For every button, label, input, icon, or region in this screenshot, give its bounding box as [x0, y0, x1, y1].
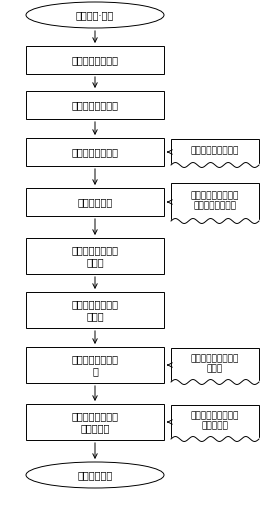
- FancyBboxPatch shape: [171, 139, 259, 165]
- Text: 设备运行数据采集: 设备运行数据采集: [72, 100, 118, 110]
- FancyBboxPatch shape: [26, 238, 164, 274]
- FancyBboxPatch shape: [26, 404, 164, 440]
- Text: 设备基础信息识别: 设备基础信息识别: [72, 55, 118, 65]
- Ellipse shape: [26, 2, 164, 28]
- Text: 设备效率计算公式库: 设备效率计算公式库: [191, 147, 239, 155]
- Text: 节能监察·对标: 节能监察·对标: [76, 10, 114, 20]
- FancyBboxPatch shape: [26, 91, 164, 119]
- FancyBboxPatch shape: [26, 292, 164, 328]
- FancyBboxPatch shape: [171, 183, 259, 221]
- Text: 生成监察报告: 生成监察报告: [77, 470, 113, 480]
- Text: 数字化产品及工序单
耗限额标准: 数字化产品及工序单 耗限额标准: [191, 411, 239, 431]
- Text: 产品及工序工序信
息收集: 产品及工序工序信 息收集: [72, 245, 118, 267]
- Text: 设备能效对标: 设备能效对标: [77, 197, 113, 207]
- Text: 产品单耗及工序单
耗限额对标: 产品单耗及工序单 耗限额对标: [72, 411, 118, 433]
- FancyBboxPatch shape: [26, 347, 164, 383]
- FancyBboxPatch shape: [171, 405, 259, 439]
- FancyBboxPatch shape: [171, 348, 259, 382]
- Text: 数字化设备能效限定
值及能耗等级标志: 数字化设备能效限定 值及能耗等级标志: [191, 191, 239, 211]
- Text: 设备运行效率计算: 设备运行效率计算: [72, 147, 118, 157]
- FancyBboxPatch shape: [26, 138, 164, 166]
- FancyBboxPatch shape: [26, 46, 164, 74]
- Text: 产品及工艺单耗计算
公式库: 产品及工艺单耗计算 公式库: [191, 354, 239, 374]
- Text: 产品及工序单耗计
算: 产品及工序单耗计 算: [72, 354, 118, 376]
- Text: 产品及工序运行数
据采集: 产品及工序运行数 据采集: [72, 299, 118, 321]
- FancyBboxPatch shape: [26, 188, 164, 216]
- Ellipse shape: [26, 462, 164, 488]
